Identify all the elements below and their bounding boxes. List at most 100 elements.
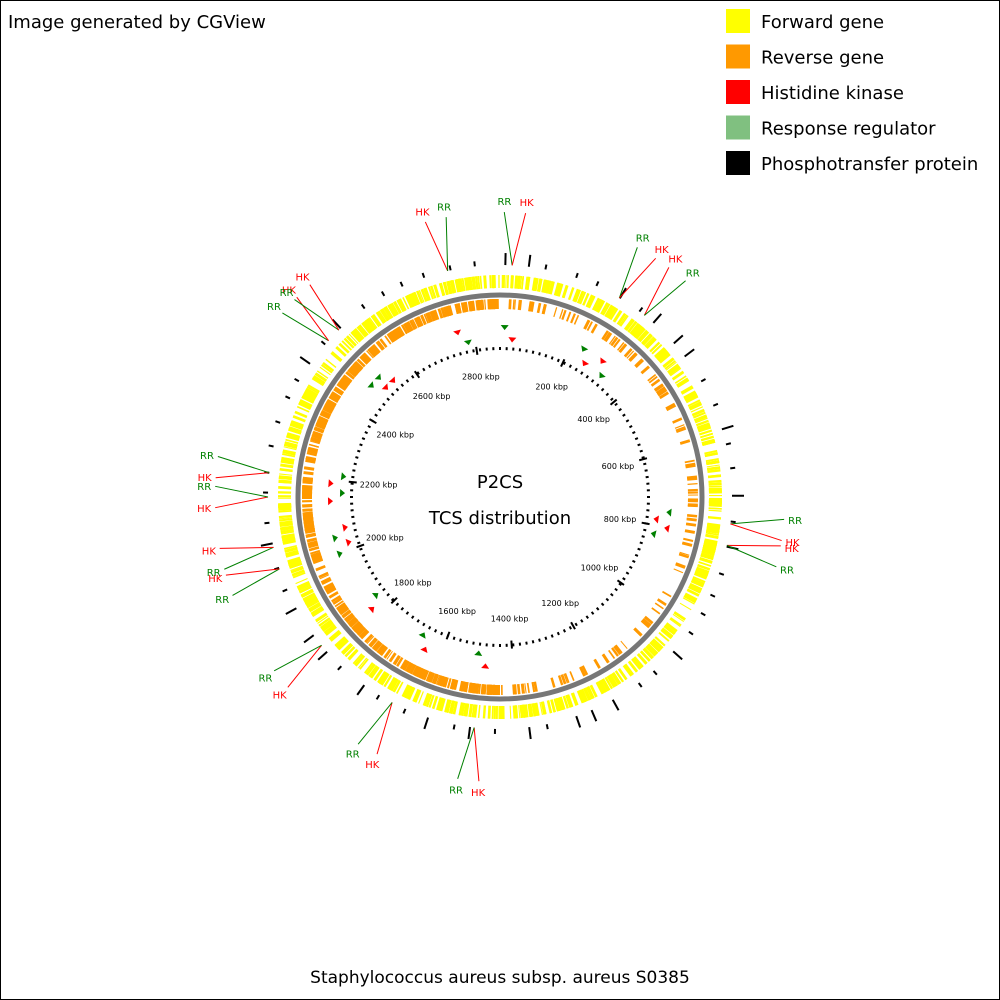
forward-gene: [641, 333, 652, 345]
forward-gene: [412, 292, 420, 306]
reverse-gene: [444, 306, 450, 317]
forward-gene: [279, 469, 293, 473]
reverse-gene: [508, 299, 512, 310]
phosphotransfer-protein: [710, 593, 716, 598]
forward-gene: [354, 654, 365, 666]
forward-gene: [281, 531, 295, 535]
forward-gene: [302, 392, 316, 401]
ruler-dot: [628, 565, 633, 569]
reverse-gene: [651, 607, 661, 615]
forward-gene: [659, 353, 671, 364]
reverse-gene: [480, 299, 484, 310]
forward-gene: [335, 346, 347, 357]
forward-gene: [489, 275, 492, 289]
forward-gene: [278, 510, 292, 513]
feature-leader: [511, 213, 527, 266]
forward-gene: [436, 697, 442, 710]
ruler-dot: [641, 456, 645, 459]
ruler-dot: [382, 402, 386, 407]
forward-gene: [672, 613, 685, 623]
ruler-dot: [632, 559, 636, 563]
feature-marker: [374, 373, 382, 380]
forward-gene: [651, 344, 662, 355]
reverse-gene: [318, 415, 329, 423]
forward-gene: [609, 308, 619, 321]
forward-gene: [642, 334, 653, 346]
reverse-gene: [517, 299, 522, 311]
forward-gene: [284, 443, 298, 449]
reverse-gene: [468, 301, 474, 312]
forward-gene: [320, 364, 333, 374]
ruler-dot: [364, 559, 368, 563]
reverse-gene: [328, 395, 339, 403]
feature-marker: [332, 534, 338, 543]
forward-gene: [279, 473, 293, 476]
forward-gene: [383, 675, 393, 688]
ruler-tick: [638, 457, 648, 462]
forward-gene: [708, 485, 722, 488]
reverse-gene: [336, 382, 347, 391]
forward-gene: [473, 704, 478, 718]
forward-gene: [701, 438, 715, 444]
reverse-gene: [531, 682, 535, 693]
feature-marker: [600, 357, 607, 364]
forward-gene: [630, 324, 640, 335]
forward-gene: [615, 670, 624, 683]
phosphotransfer-protein: [721, 424, 734, 431]
ruler-tick: [356, 543, 365, 549]
reverse-gene: [342, 374, 353, 383]
forward-gene: [684, 592, 698, 602]
reverse-gene: [319, 574, 330, 580]
reverse-gene: [456, 303, 461, 314]
reverse-gene: [487, 299, 491, 310]
reverse-gene: [340, 377, 350, 386]
phosphotransfer-protein: [317, 650, 328, 661]
feature-leader: [273, 644, 322, 672]
forward-gene: [457, 278, 463, 292]
forward-gene: [518, 275, 521, 289]
ruler-dot: [446, 356, 450, 360]
forward-gene: [278, 479, 292, 483]
forward-gene: [294, 410, 308, 419]
feature-label: HK: [197, 504, 212, 515]
reverse-gene: [386, 650, 393, 660]
feature-leader: [219, 546, 274, 549]
feature-marker: [463, 339, 472, 346]
feature-leader: [282, 312, 329, 342]
forward-gene: [404, 685, 412, 698]
feature-label: RR: [780, 566, 794, 577]
reverse-gene: [463, 681, 468, 692]
feature-label: HK: [471, 788, 486, 799]
reverse-gene: [581, 665, 589, 676]
reverse-gene: [413, 666, 420, 676]
reverse-gene: [487, 684, 490, 695]
forward-gene: [434, 284, 440, 298]
forward-gene: [654, 636, 665, 647]
reverse-gene: [426, 671, 432, 682]
forward-gene: [553, 698, 559, 712]
forward-gene: [635, 327, 646, 340]
forward-gene: [300, 399, 313, 407]
legend-label: Forward gene: [761, 12, 884, 33]
forward-gene: [706, 464, 720, 468]
forward-gene: [299, 586, 312, 594]
forward-gene: [693, 572, 708, 580]
reverse-gene: [324, 402, 335, 410]
forward-gene: [685, 395, 699, 404]
reverse-gene: [334, 600, 344, 608]
reverse-gene: [303, 471, 314, 476]
reverse-gene: [364, 633, 373, 643]
forward-gene: [357, 657, 368, 669]
forward-gene: [287, 556, 301, 562]
forward-gene: [396, 299, 405, 312]
forward-gene: [649, 641, 661, 653]
phosphotransfer-protein: [299, 356, 311, 365]
reverse-gene: [324, 584, 335, 592]
forward-gene: [450, 279, 457, 294]
feature-leader: [217, 456, 270, 474]
reverse-gene: [565, 311, 572, 322]
reverse-gene: [648, 375, 658, 384]
reverse-gene: [410, 319, 417, 330]
forward-gene: [533, 702, 538, 717]
forward-gene: [698, 426, 712, 433]
